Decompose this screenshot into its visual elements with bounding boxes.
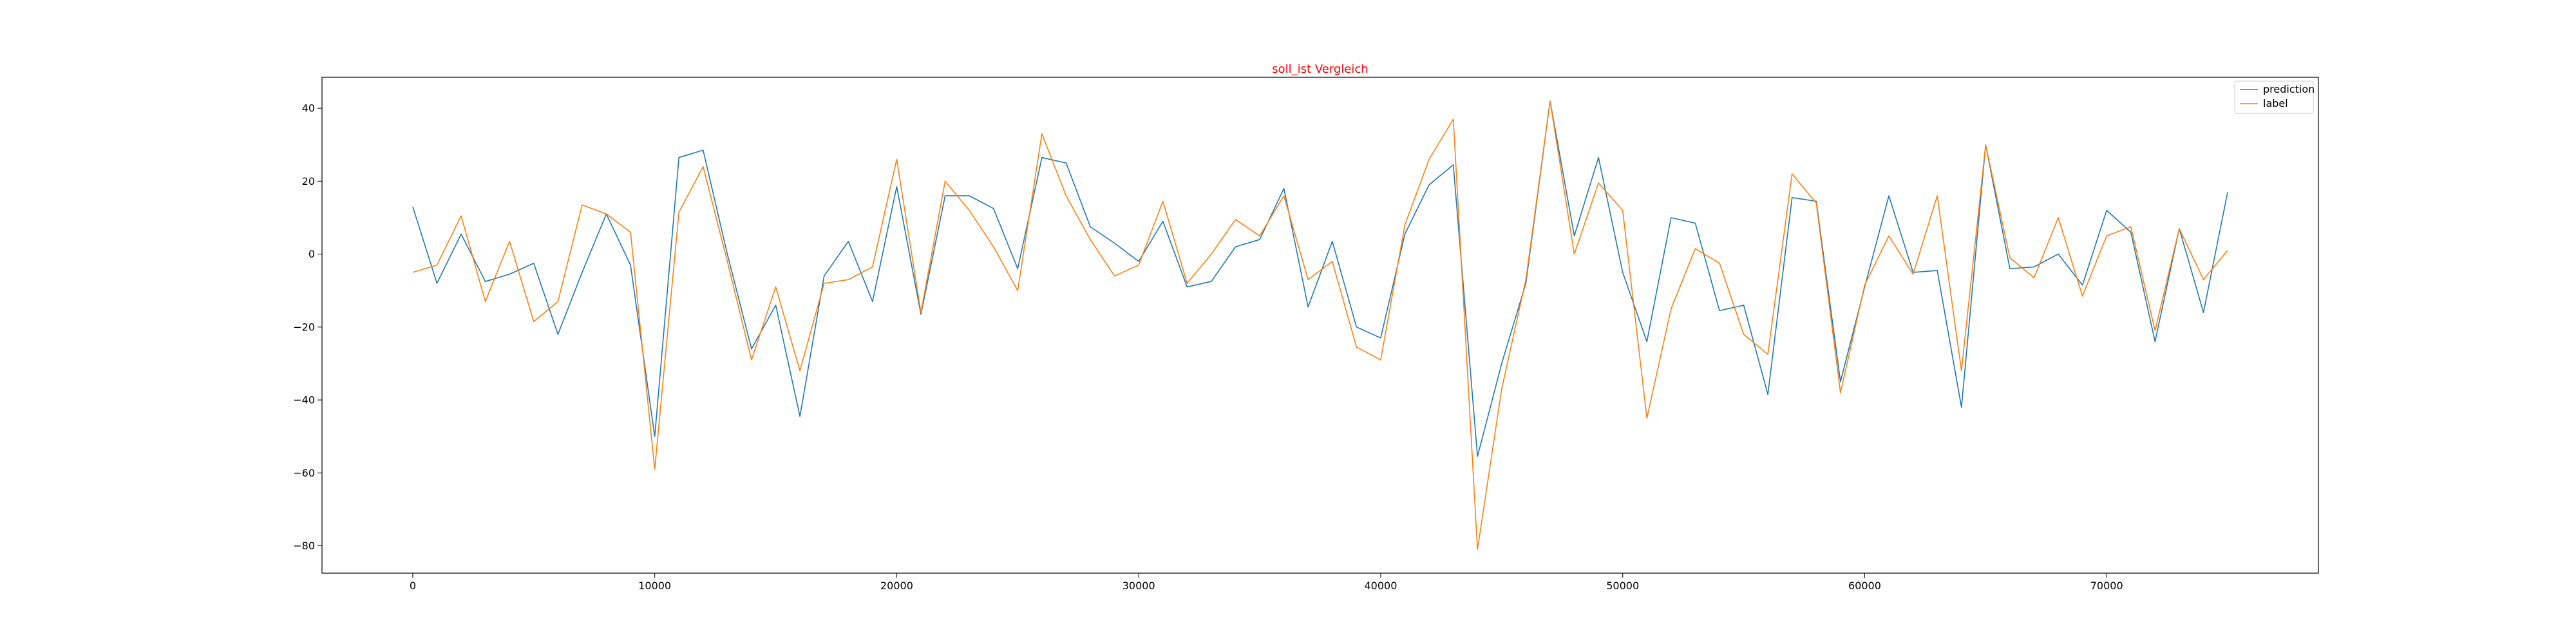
plot-lines (412, 100, 2228, 551)
series-line-0 (412, 100, 2228, 457)
plot-frame (321, 77, 2319, 574)
legend-label: prediction (2263, 83, 2315, 95)
x-tick-label: 30000 (1122, 580, 1155, 592)
legend-label: label (2263, 97, 2288, 109)
y-tick-label: −40 (293, 394, 315, 406)
y-tick-label: 40 (302, 102, 315, 115)
x-axis: 0 10000 20000 30000 40000 50000 60000 70000 (410, 573, 2123, 592)
chart-title: soll_ist Vergleich (1272, 62, 1368, 76)
y-tick-label: −60 (293, 467, 315, 479)
x-tick-label: 20000 (880, 580, 913, 592)
y-tick-label: −80 (293, 540, 315, 552)
x-tick-label: 40000 (1364, 580, 1397, 592)
y-tick-label: 20 (302, 175, 315, 187)
y-tick-label: −20 (293, 321, 315, 333)
series-line-1 (412, 100, 2228, 551)
legend: prediction label (2234, 80, 2315, 114)
x-tick-label: 10000 (638, 580, 671, 592)
x-tick-label: 70000 (2090, 580, 2123, 592)
y-axis: −80 −60 −40 −20 0 20 40 (293, 102, 322, 552)
x-tick-label: 60000 (1848, 580, 1881, 592)
x-tick-label: 50000 (1606, 580, 1639, 592)
y-tick-label: 0 (308, 248, 315, 260)
x-tick-label: 0 (410, 580, 416, 592)
